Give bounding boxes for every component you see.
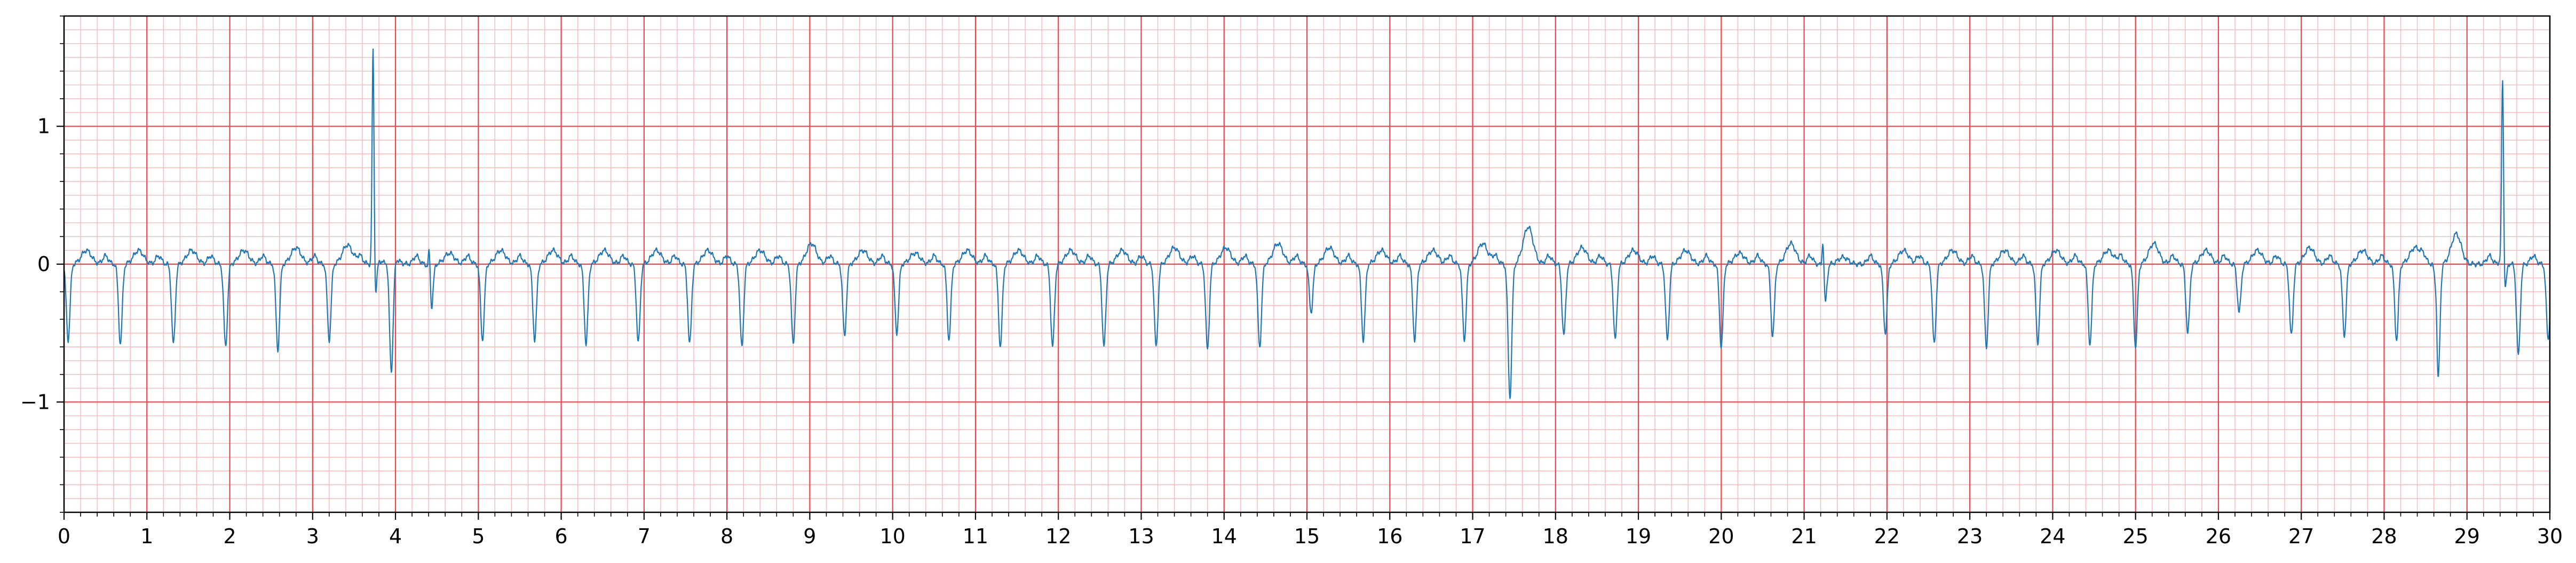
x-tick-label: 0 [58,525,70,548]
x-tick-label: 15 [1294,525,1320,548]
x-tick-label: 5 [472,525,485,548]
x-tick-label: 30 [2537,525,2563,548]
x-tick-label: 4 [389,525,402,548]
x-tick-label: 11 [963,525,988,548]
x-tick-label: 16 [1377,525,1402,548]
x-axis-ticks: 0 1 2 3 4 5 6 7 8 9 10 11 12 13 14 15 16 17 18 19 20 21 22 23 24… [58,512,2563,548]
x-tick-label: 21 [1791,525,1817,548]
x-tick-label: 29 [2454,525,2480,548]
x-tick-label: 24 [2040,525,2065,548]
y-tick-label: 1 [37,115,50,138]
x-tick-label: 13 [1128,525,1154,548]
x-tick-label: 22 [1874,525,1900,548]
x-tick-label: 12 [1045,525,1071,548]
x-tick-label: 14 [1211,525,1237,548]
x-tick-label: 17 [1460,525,1485,548]
x-tick-label: 23 [1957,525,1983,548]
y-axis-ticks: −1 0 1 [20,15,64,513]
x-tick-label: 1 [140,525,153,548]
x-tick-label: 26 [2206,525,2231,548]
x-tick-label: 8 [720,525,733,548]
x-tick-label: 27 [2288,525,2314,548]
x-tick-label: 18 [1543,525,1568,548]
x-tick-label: 28 [2371,525,2397,548]
x-tick-label: 9 [803,525,816,548]
x-tick-label: 3 [306,525,319,548]
major-grid [63,16,2551,512]
ecg-trace [63,48,2551,399]
x-tick-label: 25 [2122,525,2148,548]
x-tick-label: 2 [223,525,236,548]
x-tick-label: 20 [1708,525,1734,548]
x-tick-label: 10 [879,525,905,548]
x-tick-label: 19 [1626,525,1651,548]
x-tick-label: 7 [638,525,651,548]
y-tick-label: 0 [37,252,50,276]
x-tick-label: 6 [555,525,568,548]
y-tick-label: −1 [20,390,50,414]
